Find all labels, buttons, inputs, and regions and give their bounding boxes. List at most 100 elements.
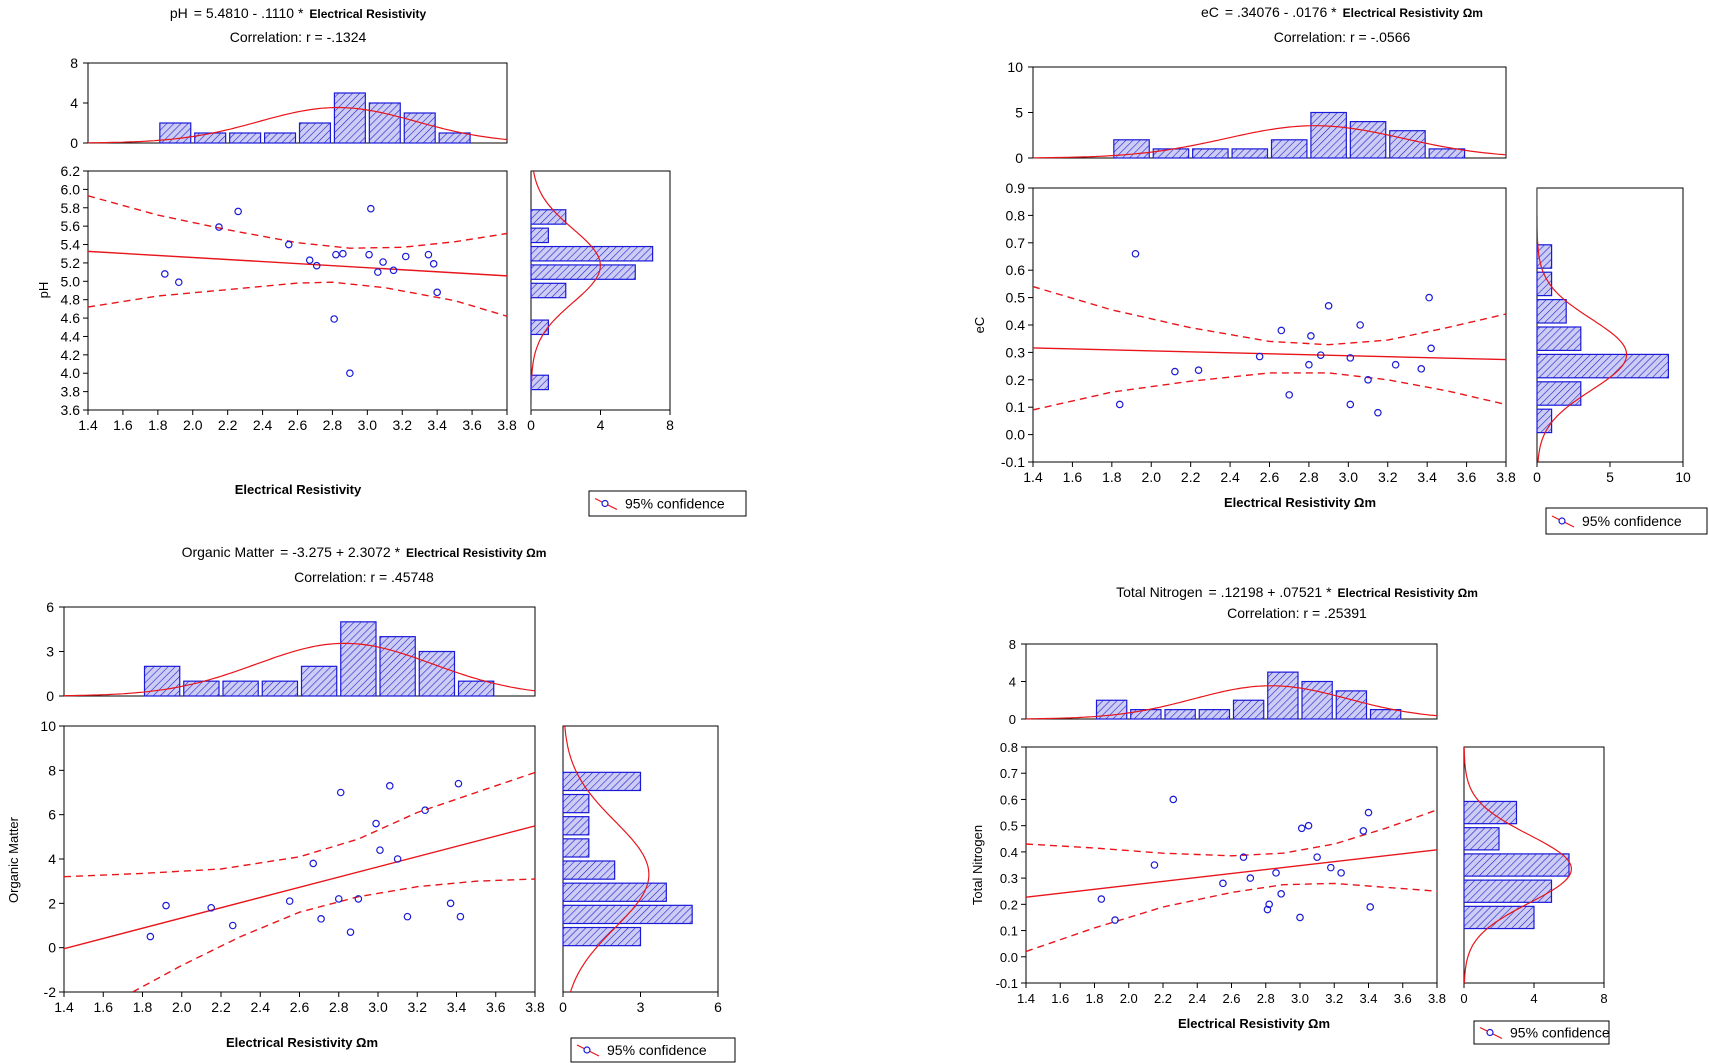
data-point xyxy=(1169,795,1178,804)
data-point xyxy=(1297,824,1306,833)
x-tick-label: 3.0 xyxy=(1339,469,1359,485)
x-tick-label: 3.4 xyxy=(427,417,447,433)
normal-curve xyxy=(1026,685,1438,720)
x-tick-label: 0 xyxy=(1533,469,1541,485)
x-tick-label: 1.6 xyxy=(1051,991,1069,1006)
x-tick-label: 2.0 xyxy=(1142,469,1162,485)
x-tick-label: 3.4 xyxy=(447,999,467,1015)
x-tick-label: 1.4 xyxy=(54,999,74,1015)
y-tick-label: 10 xyxy=(1007,59,1023,75)
data-point xyxy=(312,261,321,270)
y-tick-label: 3.6 xyxy=(61,402,81,418)
data-point xyxy=(309,859,318,868)
data-point xyxy=(285,897,294,905)
histogram-bar xyxy=(379,636,416,697)
scatter-plot: 1.4 1.6 1.8 2.0 2.2 2.4 2.6 2.8 3.0 3.2 3.4 3.6 3.8 -… xyxy=(40,718,545,1015)
y-tick-label: 6 xyxy=(48,807,56,823)
equation-unit: Electrical Resistivity Ωm xyxy=(1338,586,1478,600)
x-tick-label: 2.0 xyxy=(183,417,203,433)
y-tick-label: 2 xyxy=(48,895,56,911)
equation-unit: Electrical Resistivity Ωm xyxy=(1343,6,1483,20)
chart-panel-3: Organic Matter = -3.275 + 2.3072 * Electri… xyxy=(6,544,736,1063)
histogram-bar xyxy=(403,112,436,144)
data-point xyxy=(1219,879,1227,888)
scatter-plot: 1.4 1.6 1.8 2.0 2.2 2.4 2.6 2.8 3.0 3.2 3.4 3.6 3.8 -… xyxy=(996,740,1446,1006)
histogram-bar xyxy=(530,282,567,299)
histogram-bar xyxy=(298,122,332,144)
y-tick-label: -0.1 xyxy=(996,976,1018,991)
histogram-bar xyxy=(1463,879,1553,903)
equation-variable: eC xyxy=(1201,4,1219,20)
y-tick-label: 0.8 xyxy=(1006,207,1026,223)
legend: 95% confidence xyxy=(570,1037,736,1063)
legend-box xyxy=(570,1037,736,1063)
x-tick-label: 2.2 xyxy=(211,999,231,1015)
x-tick-label: 3.0 xyxy=(368,999,388,1015)
x-tick-label: 3.4 xyxy=(1417,469,1437,485)
histogram-frame xyxy=(87,62,508,144)
x-tick-label: 1.6 xyxy=(94,999,114,1015)
x-tick-label: 2.8 xyxy=(323,417,343,433)
data-point xyxy=(1337,869,1345,877)
x-tick-label: 3.8 xyxy=(1428,991,1446,1006)
legend-point-swatch xyxy=(1558,517,1566,525)
data-point xyxy=(1327,863,1335,872)
legend-label: 95% confidence xyxy=(625,496,725,512)
regression-line xyxy=(1033,347,1506,361)
y-tick-label: 8 xyxy=(1009,637,1016,652)
data-point xyxy=(162,901,170,910)
scatter-plot: 1.4 1.6 1.8 2.0 2.2 2.4 2.6 2.8 3.0 3.2 3.4 3.6 3.8 -… xyxy=(1001,180,1516,485)
side-histogram: 0 5 10 xyxy=(1533,187,1691,485)
y-tick-label: 0 xyxy=(48,940,56,956)
normal-curve xyxy=(531,171,601,410)
histogram-bar xyxy=(340,621,377,697)
y-tick-label: 4 xyxy=(1009,675,1016,690)
data-point xyxy=(1364,375,1372,384)
side-histogram: 0 4 8 xyxy=(1460,746,1608,1006)
histogram-bar xyxy=(457,680,495,697)
y-tick-label: 4.6 xyxy=(61,310,81,326)
plot-frame xyxy=(87,170,508,411)
data-point xyxy=(228,921,237,930)
equation-variable: pH xyxy=(170,5,188,21)
data-point xyxy=(424,250,433,259)
y-tick-label: 0.4 xyxy=(1000,845,1018,860)
histogram-frame xyxy=(1025,643,1438,720)
data-point xyxy=(339,249,347,258)
x-tick-label: 4 xyxy=(597,417,605,433)
y-tick-label: 4 xyxy=(48,851,56,867)
y-axis-label: eC xyxy=(972,317,987,334)
correlation-label: Correlation: r = .45748 xyxy=(294,569,434,585)
x-tick-label: 3.2 xyxy=(1325,991,1343,1006)
correlation-label: Correlation: r = -.1324 xyxy=(230,29,367,45)
histogram-bar xyxy=(562,771,642,792)
data-point xyxy=(429,260,438,268)
y-tick-label: 4.0 xyxy=(61,365,81,381)
x-tick-label: 3.0 xyxy=(358,417,378,433)
data-point xyxy=(1425,293,1433,302)
y-tick-label: 5.6 xyxy=(61,218,81,234)
legend: 95% confidence xyxy=(1545,507,1708,535)
x-tick-label: 1.4 xyxy=(1017,991,1035,1006)
data-point xyxy=(1366,903,1375,911)
y-tick-label: 0.3 xyxy=(1000,871,1018,886)
data-point xyxy=(1346,354,1355,362)
data-point xyxy=(1097,895,1106,903)
histogram-bar xyxy=(1536,353,1669,379)
x-axis-label: Electrical Resistivity xyxy=(235,482,362,497)
y-tick-label: 4.4 xyxy=(61,328,81,344)
confidence-band-lower xyxy=(1026,882,1437,953)
histogram-bar xyxy=(530,374,549,391)
histogram-bar xyxy=(1536,408,1553,434)
data-point xyxy=(456,912,465,921)
x-tick-label: 2.6 xyxy=(288,417,308,433)
histogram-bar xyxy=(368,102,401,144)
data-point xyxy=(336,788,345,797)
legend-label: 95% confidence xyxy=(1582,513,1682,529)
data-point xyxy=(401,252,410,261)
y-tick-label: 0 xyxy=(1009,712,1016,727)
equation-unit: Electrical Resistivity Ωm xyxy=(406,546,546,560)
y-tick-label: 0.1 xyxy=(1006,399,1026,415)
y-tick-label: 0.8 xyxy=(1000,740,1018,755)
x-tick-label: 2.6 xyxy=(1222,991,1240,1006)
